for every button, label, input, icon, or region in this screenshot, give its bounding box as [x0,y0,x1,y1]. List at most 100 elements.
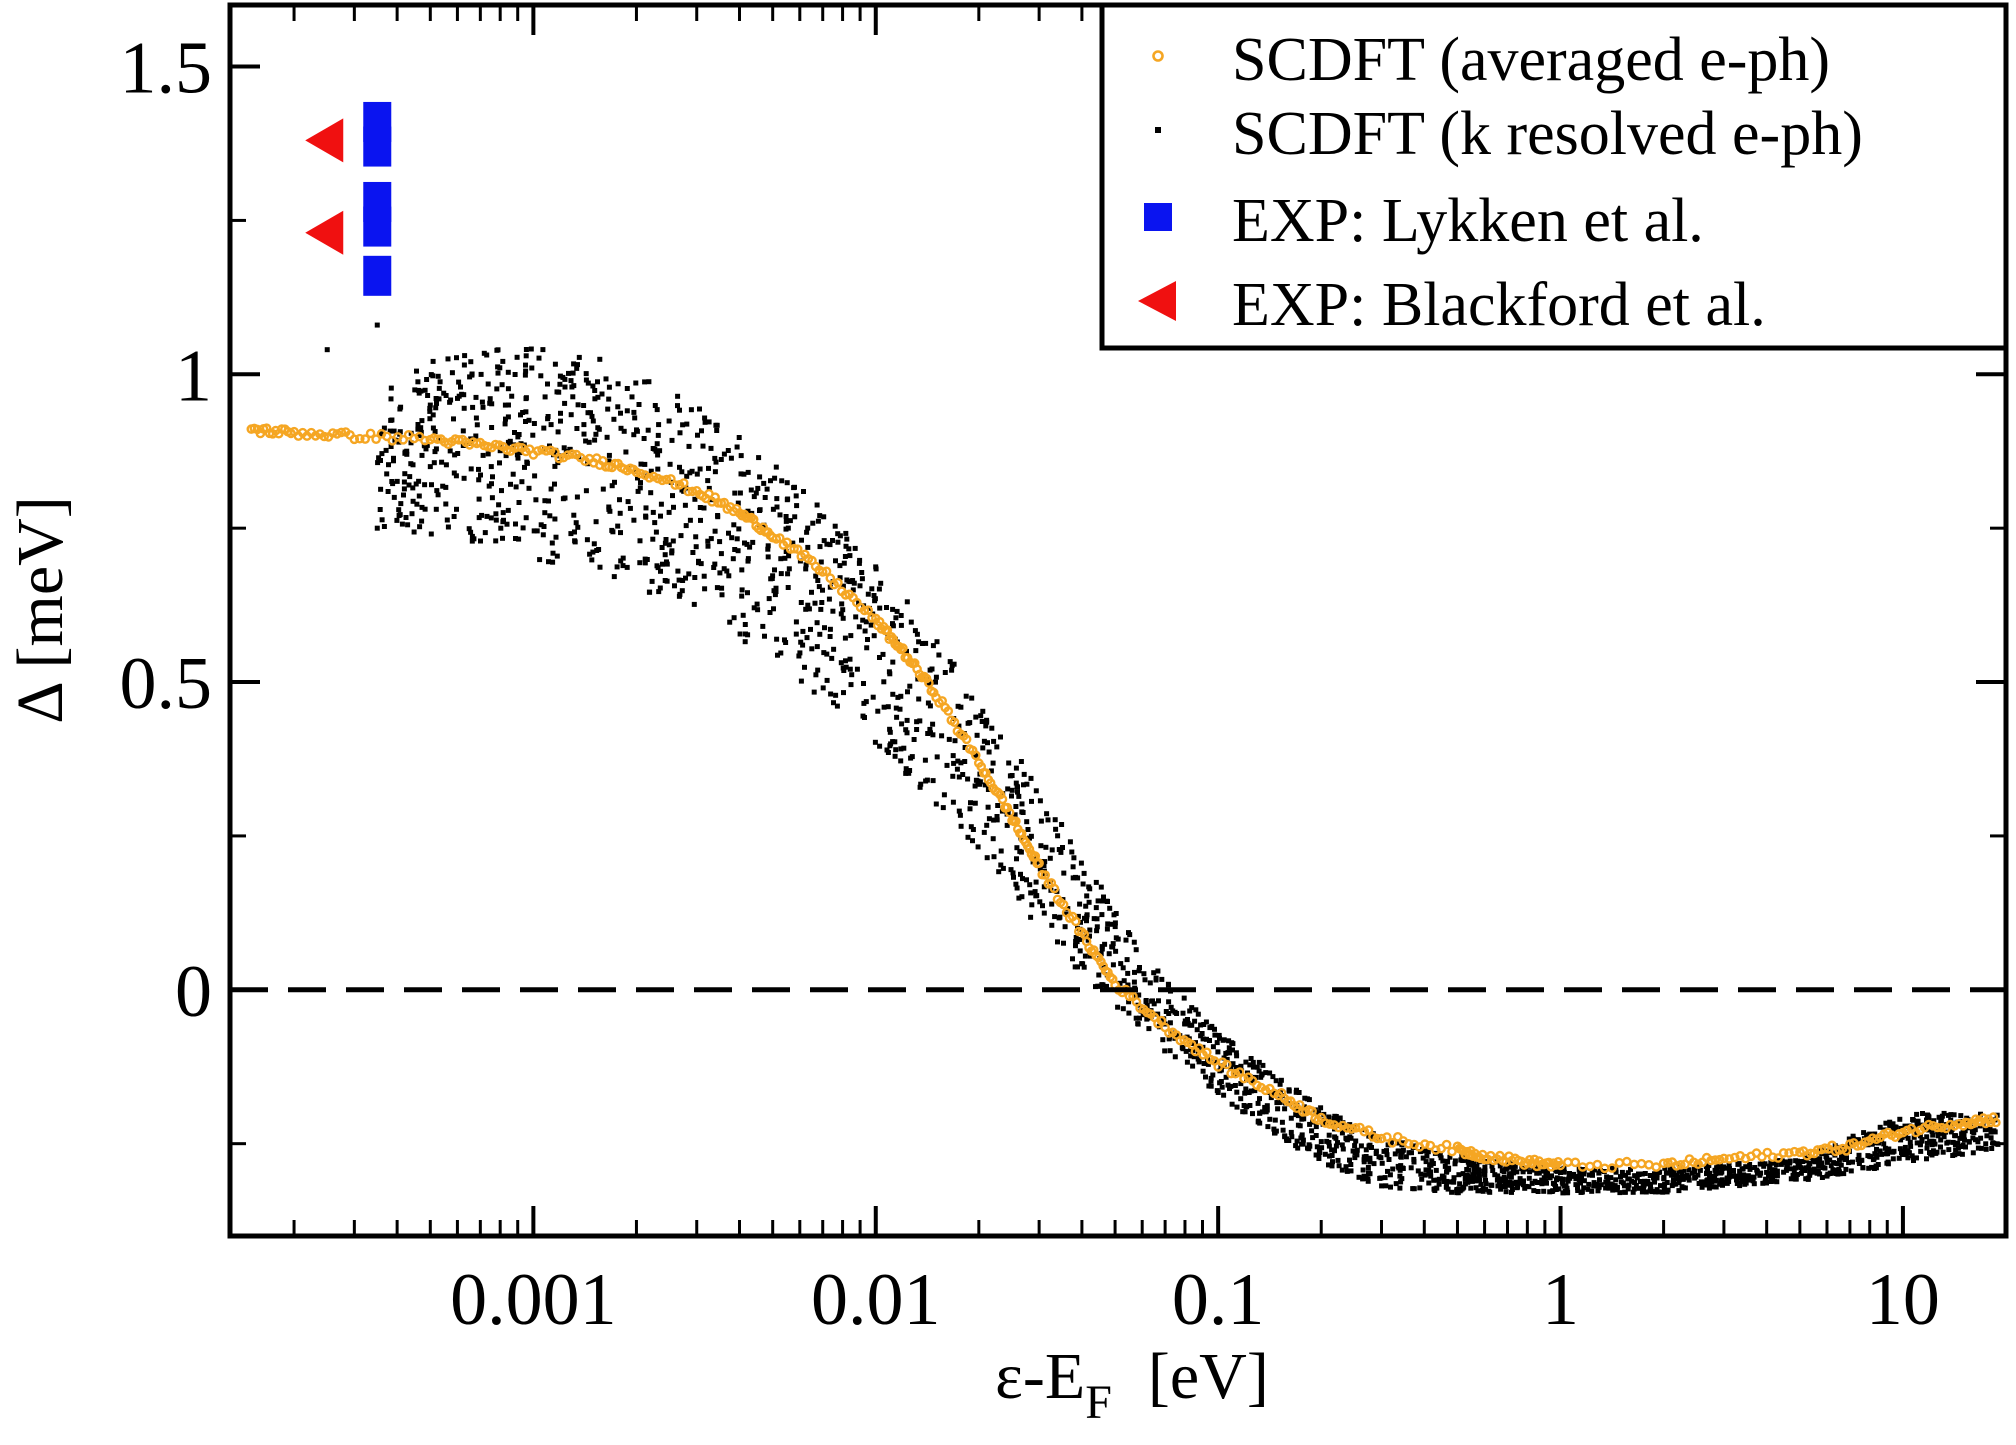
k-resolved-point [804,635,810,641]
k-resolved-point [739,593,745,599]
k-resolved-point [657,448,663,454]
k-resolved-point [1275,1106,1281,1112]
averaged-point [657,475,668,486]
averaged-point [1555,1160,1566,1171]
k-resolved-point [456,379,462,385]
k-resolved-point [1432,1188,1438,1193]
k-resolved-point [1846,1136,1852,1142]
k-resolved-point [1637,1179,1643,1184]
k-resolved-point [1938,1137,1944,1143]
k-resolved-point [1080,961,1086,967]
k-resolved-point [595,394,601,400]
k-resolved-point [541,425,547,431]
k-resolved-point [708,536,714,542]
k-resolved-point [1000,865,1006,871]
k-resolved-point [505,507,511,513]
k-resolved-point [766,596,772,602]
k-resolved-point [1798,1170,1804,1176]
k-resolved-point [1425,1149,1431,1155]
k-resolved-point [1192,1018,1198,1024]
k-resolved-point [873,564,879,570]
k-resolved-point [1077,937,1083,942]
averaged-point [1239,1073,1249,1084]
k-resolved-point [1379,1183,1385,1189]
k-resolved-point [762,495,768,500]
k-resolved-point [1227,1086,1232,1091]
k-resolved-point [1419,1176,1425,1182]
k-resolved-point [1781,1169,1787,1175]
k-resolved-point [1296,1090,1302,1095]
k-resolved-point [702,586,708,592]
k-resolved-point [692,575,698,580]
k-resolved-point [379,517,385,523]
k-resolved-point [1918,1148,1924,1154]
k-resolved-point [1242,1090,1248,1096]
k-resolved-point [933,674,939,680]
k-resolved-point [558,410,563,416]
k-resolved-point [1989,1146,1995,1151]
k-resolved-point [540,347,546,353]
k-resolved-point [1428,1162,1434,1168]
k-resolved-point [1440,1158,1446,1164]
k-resolved-point [493,538,499,544]
k-resolved-point [869,586,875,592]
k-resolved-point [1719,1169,1725,1175]
k-resolved-point [646,379,652,385]
k-resolved-point [872,739,878,745]
k-resolved-point [787,518,793,524]
averaged-point [821,566,832,577]
k-resolved-point [1082,953,1088,959]
k-resolved-point [996,869,1002,875]
k-resolved-point [1729,1173,1735,1179]
k-resolved-point [905,689,910,695]
k-resolved-point [1885,1151,1891,1157]
k-resolved-point [1454,1190,1460,1196]
k-resolved-point [786,553,792,559]
k-resolved-point [1650,1188,1656,1194]
k-resolved-point [589,413,595,419]
k-resolved-point [669,437,675,443]
k-resolved-point [865,591,871,597]
k-resolved-point [1930,1132,1936,1138]
k-resolved-point [427,408,433,414]
k-resolved-point [500,510,506,516]
k-resolved-point [688,407,694,413]
k-resolved-point [1282,1106,1288,1112]
x-axis-label-subscript: F [1085,1376,1112,1429]
k-resolved-point [427,402,433,408]
k-resolved-point [1033,788,1039,794]
averaged-point [1932,1122,1943,1133]
k-resolved-point [917,784,923,790]
k-resolved-point [604,434,610,440]
k-resolved-point [814,502,820,508]
k-resolved-point [637,485,643,491]
k-resolved-point [783,526,789,532]
k-resolved-point [430,412,436,418]
k-resolved-point [1135,1021,1141,1027]
k-resolved-point [1267,1116,1273,1122]
k-resolved-point [784,497,790,503]
averaged-point [1307,1106,1317,1116]
k-resolved-point [546,559,551,565]
k-resolved-point [778,650,784,656]
k-resolved-point [1195,1056,1201,1062]
k-resolved-point [772,592,778,598]
k-resolved-point [1386,1157,1392,1162]
k-resolved-point [379,429,385,435]
k-resolved-point [951,760,957,766]
averaged-point [567,449,577,459]
k-resolved-point [1098,884,1104,890]
k-resolved-point [1277,1099,1283,1105]
k-resolved-point [1233,1050,1239,1056]
averaged-point [1346,1124,1357,1134]
k-resolved-point [1033,879,1039,885]
k-resolved-point [1820,1165,1826,1171]
k-resolved-point [470,404,476,410]
k-resolved-point [1009,793,1014,799]
k-resolved-point [885,750,891,755]
k-resolved-point [1352,1143,1358,1149]
averaged-point [1320,1118,1331,1128]
k-resolved-point [585,410,591,416]
k-resolved-point [1240,1109,1246,1115]
k-resolved-point [479,512,485,518]
